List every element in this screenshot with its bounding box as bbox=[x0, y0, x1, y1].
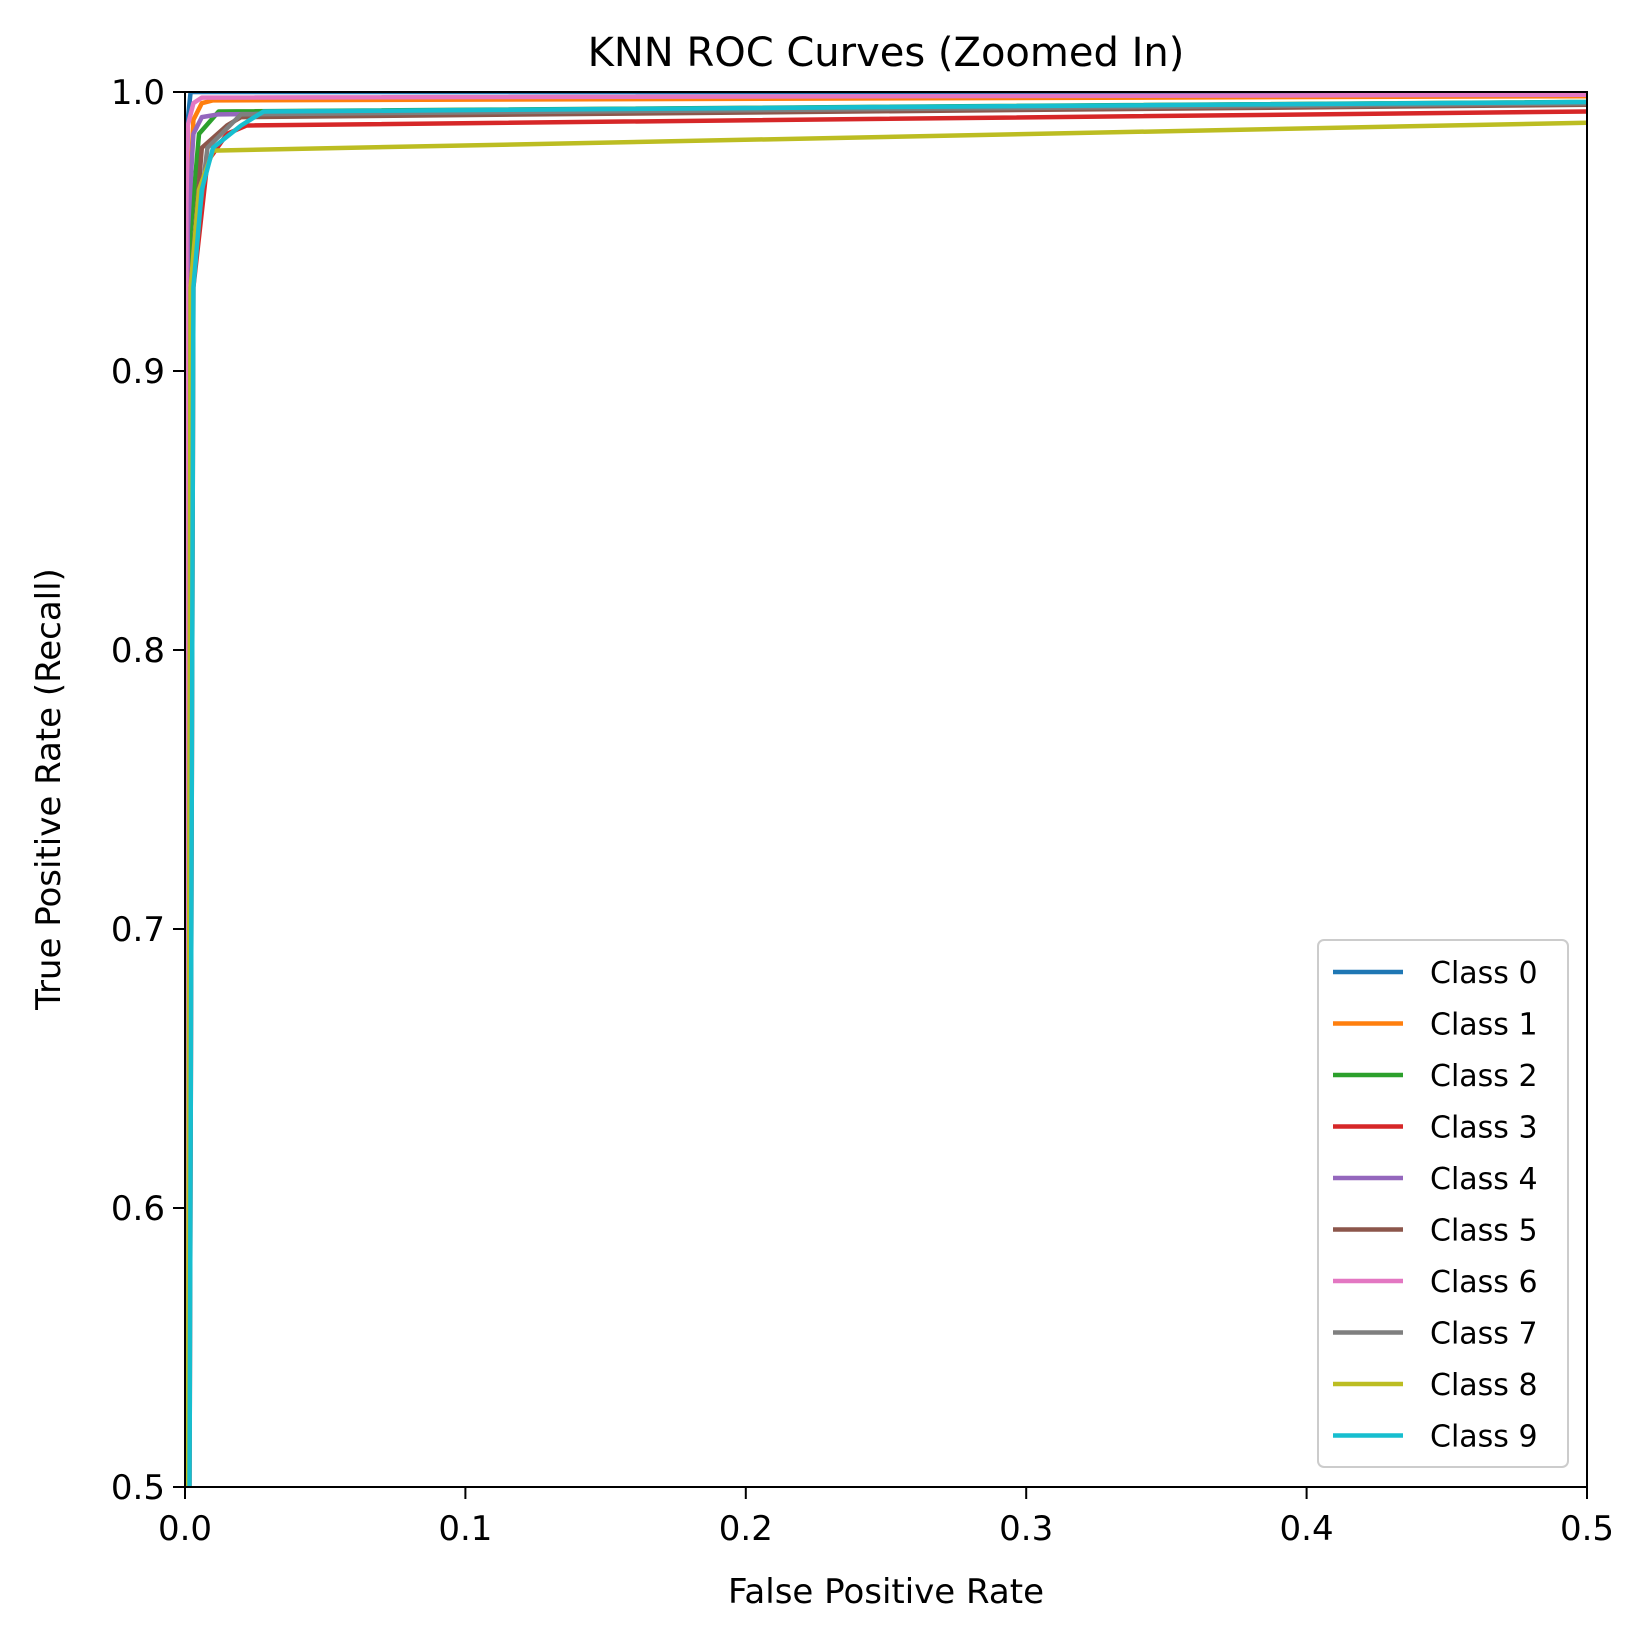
x-tick-label: 0.0 bbox=[158, 1509, 212, 1549]
legend-box bbox=[1317, 939, 1569, 1468]
legend-label: Class 9 bbox=[1430, 1420, 1538, 1455]
axis-ticks: 0.0 0.1 0.2 0.3 0.4 0.5 0.5 0.6 0.7 0.8 0.9 1.0 bbox=[111, 73, 1614, 1549]
x-tick-label: 0.3 bbox=[999, 1509, 1053, 1549]
legend-label: Class 1 bbox=[1430, 1008, 1538, 1043]
y-axis-label: True Positive Rate (Recall) bbox=[29, 568, 69, 1011]
x-tick-label: 0.1 bbox=[438, 1509, 492, 1549]
legend-label: Class 6 bbox=[1430, 1265, 1538, 1300]
series-line-class-6 bbox=[185, 92, 1587, 1487]
y-tick-label: 1.0 bbox=[111, 73, 165, 113]
legend-label: Class 7 bbox=[1430, 1317, 1538, 1352]
y-tick-label: 0.7 bbox=[111, 910, 165, 950]
legend-label: Class 0 bbox=[1430, 956, 1538, 991]
legend-label: Class 5 bbox=[1430, 1214, 1538, 1249]
legend-label: Class 4 bbox=[1430, 1162, 1538, 1197]
legend: Class 0 Class 1 Class 2 Class 3 Class 4 Class… bbox=[1317, 939, 1569, 1468]
y-tick-label: 0.6 bbox=[111, 1189, 165, 1229]
plot-frame bbox=[184, 91, 1588, 1488]
legend-label: Class 8 bbox=[1430, 1368, 1538, 1403]
x-axis-label: False Positive Rate bbox=[728, 1572, 1044, 1612]
y-tick-label: 0.9 bbox=[111, 352, 165, 392]
legend-label: Class 2 bbox=[1430, 1059, 1538, 1094]
y-tick-label: 0.8 bbox=[111, 631, 165, 671]
series-line-class-9 bbox=[187, 99, 1587, 1487]
x-tick-label: 0.4 bbox=[1280, 1509, 1334, 1549]
x-tick-label: 0.2 bbox=[719, 1509, 773, 1549]
chart-title: KNN ROC Curves (Zoomed In) bbox=[588, 30, 1185, 76]
legend-label: Class 3 bbox=[1430, 1111, 1538, 1146]
x-tick-label: 0.5 bbox=[1560, 1509, 1614, 1549]
y-tick-label: 0.5 bbox=[111, 1468, 165, 1508]
